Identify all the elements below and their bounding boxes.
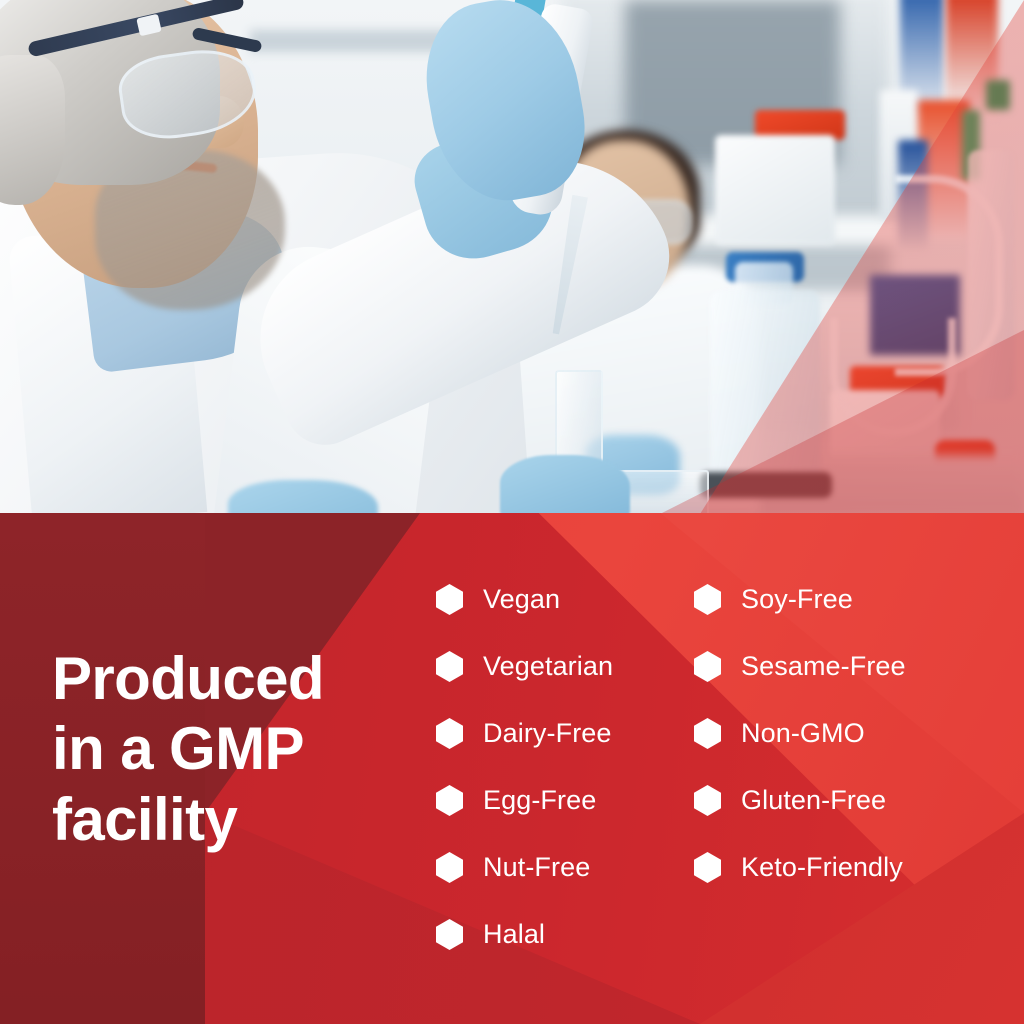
feature-label: Sesame-Free: [741, 651, 906, 681]
hexagon-icon: [694, 651, 721, 682]
reagent-cap-green: [986, 80, 1010, 110]
feature-label: Non-GMO: [741, 718, 865, 748]
certification-lists: Vegan Vegetarian Dairy-Free Egg-Free Nut…: [436, 566, 952, 968]
feature-label: Keto-Friendly: [741, 852, 903, 882]
page-title: Produced in a GMP facility: [52, 645, 325, 853]
feature-label: Vegan: [483, 584, 561, 614]
list-item[interactable]: Dairy-Free: [436, 700, 694, 767]
hexagon-icon: [436, 651, 463, 682]
feature-label: Nut-Free: [483, 852, 591, 882]
hexagon-icon: [436, 919, 463, 950]
tubing-lower: [830, 318, 956, 436]
hexagon-icon: [436, 718, 463, 749]
list-item[interactable]: Sesame-Free: [694, 633, 952, 700]
hexagon-icon: [694, 852, 721, 883]
feature-label: Dairy-Free: [483, 718, 612, 748]
list-item[interactable]: Vegetarian: [436, 633, 694, 700]
feature-column-left: Vegan Vegetarian Dairy-Free Egg-Free Nut…: [436, 566, 694, 968]
feature-label: Soy-Free: [741, 584, 853, 614]
list-item[interactable]: Gluten-Free: [694, 767, 952, 834]
hexagon-icon: [436, 584, 463, 615]
list-item[interactable]: Halal: [436, 901, 694, 968]
feature-label: Halal: [483, 919, 546, 949]
hexagon-icon: [694, 785, 721, 816]
feature-label: Egg-Free: [483, 785, 597, 815]
list-item[interactable]: Egg-Free: [436, 767, 694, 834]
feature-column-right: Soy-Free Sesame-Free Non-GMO Gluten-Free…: [694, 566, 952, 968]
reagent-bottle: [710, 290, 820, 490]
hexagon-icon: [436, 852, 463, 883]
hexagon-icon: [694, 718, 721, 749]
hexagon-icon: [694, 584, 721, 615]
list-item[interactable]: Soy-Free: [694, 566, 952, 633]
hexagon-icon: [436, 785, 463, 816]
feature-label: Gluten-Free: [741, 785, 887, 815]
list-item[interactable]: Vegan: [436, 566, 694, 633]
list-item[interactable]: Keto-Friendly: [694, 834, 952, 901]
bottle-base: [700, 472, 832, 498]
lab-photo: [0, 0, 1024, 514]
feature-label: Vegetarian: [483, 651, 614, 681]
gloved-hand-lower-left: [228, 480, 378, 514]
panel-band-left-column: [0, 513, 205, 1024]
white-bottle-back: [715, 135, 835, 245]
red-info-panel: [0, 513, 1024, 1024]
scientist-hair-side: [0, 55, 65, 205]
gloved-hand-lower: [500, 455, 630, 514]
list-item[interactable]: Nut-Free: [436, 834, 694, 901]
list-item[interactable]: Non-GMO: [694, 700, 952, 767]
